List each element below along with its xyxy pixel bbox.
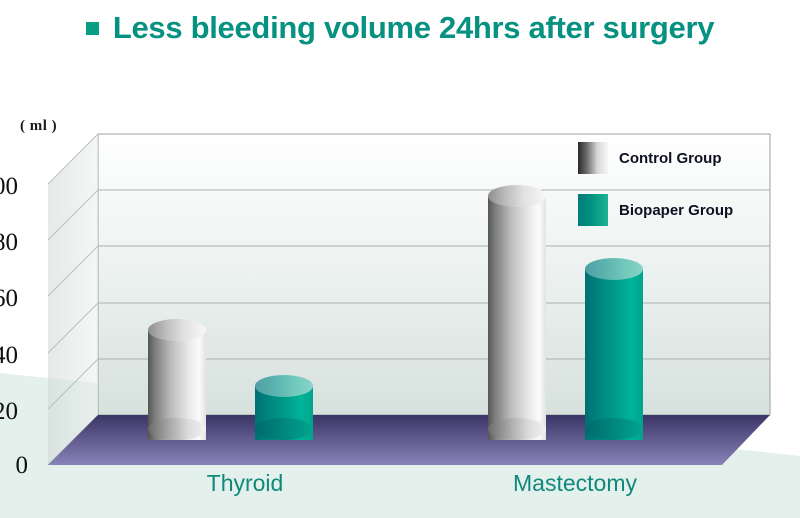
bar-top-cap <box>488 185 546 207</box>
y-tick-80: 80 <box>0 229 18 256</box>
chart-left-wall <box>47 133 99 466</box>
bar-top-cap <box>585 258 643 280</box>
y-axis-unit-label: ( ml ) <box>20 118 58 134</box>
y-tick-40: 40 <box>0 342 18 369</box>
bar-thyroid-biopaper[interactable] <box>255 375 313 440</box>
bar-mastectomy-control[interactable] <box>488 185 546 440</box>
y-tick-20: 20 <box>0 398 18 425</box>
slide-title-text: Less bleeding volume 24hrs after surgery <box>112 10 715 45</box>
bar-bottom-cap <box>585 418 643 440</box>
bar-body <box>585 270 643 440</box>
bar-top-cap <box>148 319 206 341</box>
slide-title: Less bleeding volume 24hrs after surgery <box>0 4 800 52</box>
bar-bottom-cap <box>255 418 313 440</box>
bar-thyroid-control[interactable] <box>148 319 206 440</box>
bar-bottom-cap <box>148 418 206 440</box>
bar-bottom-cap <box>488 418 546 440</box>
square-bullet-icon <box>85 21 99 35</box>
bar-top-cap <box>255 375 313 397</box>
y-tick-100: 100 <box>0 173 18 200</box>
legend-swatch-control-icon <box>578 142 608 174</box>
category-label-mastectomy: Mastectomy <box>513 470 637 496</box>
legend-item-control[interactable]: Control Group <box>578 142 721 174</box>
bar-mastectomy-biopaper[interactable] <box>585 258 643 440</box>
legend-swatch-biopaper-icon <box>578 194 608 226</box>
legend-label-biopaper: Biopaper Group <box>619 201 734 219</box>
bar-body <box>488 197 546 440</box>
y-tick-60: 60 <box>0 285 18 312</box>
legend-label-control: Control Group <box>619 149 722 167</box>
y-tick-0: 0 <box>15 452 29 479</box>
legend-item-biopaper[interactable]: Biopaper Group <box>578 194 733 226</box>
category-label-thyroid: Thyroid <box>206 470 284 496</box>
